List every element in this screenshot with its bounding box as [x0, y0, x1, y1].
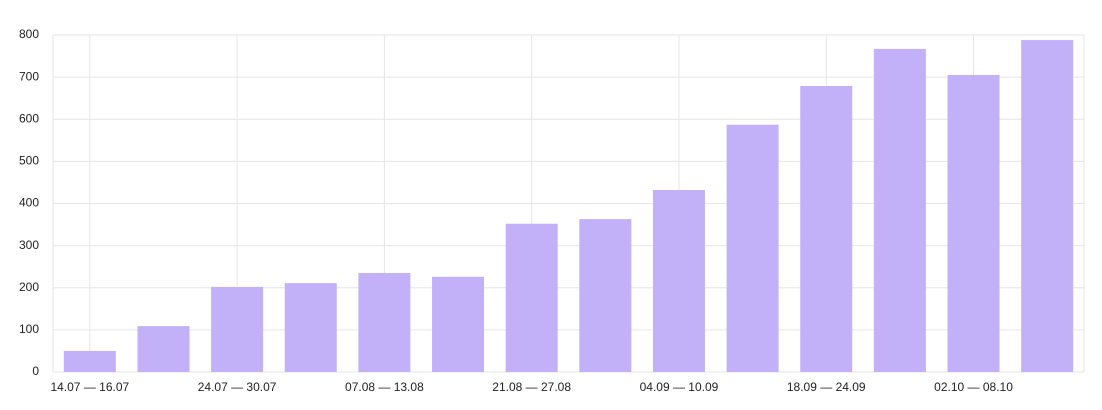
bar: [284, 283, 337, 372]
bar: [358, 273, 411, 372]
bar: [579, 219, 632, 372]
bar: [63, 350, 116, 372]
y-tick-label: 0: [32, 364, 39, 378]
bar: [432, 276, 485, 372]
x-tick-label: 21.08 — 27.08: [492, 380, 571, 394]
x-tick-label: 04.09 — 10.09: [640, 380, 719, 394]
bar: [505, 223, 558, 372]
y-tick-label: 800: [19, 27, 39, 41]
y-tick-label: 300: [19, 238, 39, 252]
bar: [947, 75, 1000, 373]
x-tick-label: 24.07 — 30.07: [198, 380, 277, 394]
bar: [211, 286, 264, 372]
bar: [1021, 40, 1074, 373]
y-tick-label: 100: [19, 322, 39, 336]
x-tick-label: 07.08 — 13.08: [345, 380, 424, 394]
x-tick-label: 02.10 — 08.10: [934, 380, 1013, 394]
y-tick-label: 600: [19, 111, 39, 125]
bar: [652, 190, 705, 372]
y-tick-label: 700: [19, 69, 39, 83]
bar: [726, 124, 779, 372]
bar: [137, 326, 190, 372]
x-tick-label: 18.09 — 24.09: [787, 380, 866, 394]
bar: [800, 85, 853, 372]
y-tick-label: 500: [19, 154, 39, 168]
y-tick-label: 200: [19, 280, 39, 294]
x-tick-label: 14.07 — 16.07: [50, 380, 129, 394]
bar: [873, 48, 926, 373]
y-tick-label: 400: [19, 196, 39, 210]
